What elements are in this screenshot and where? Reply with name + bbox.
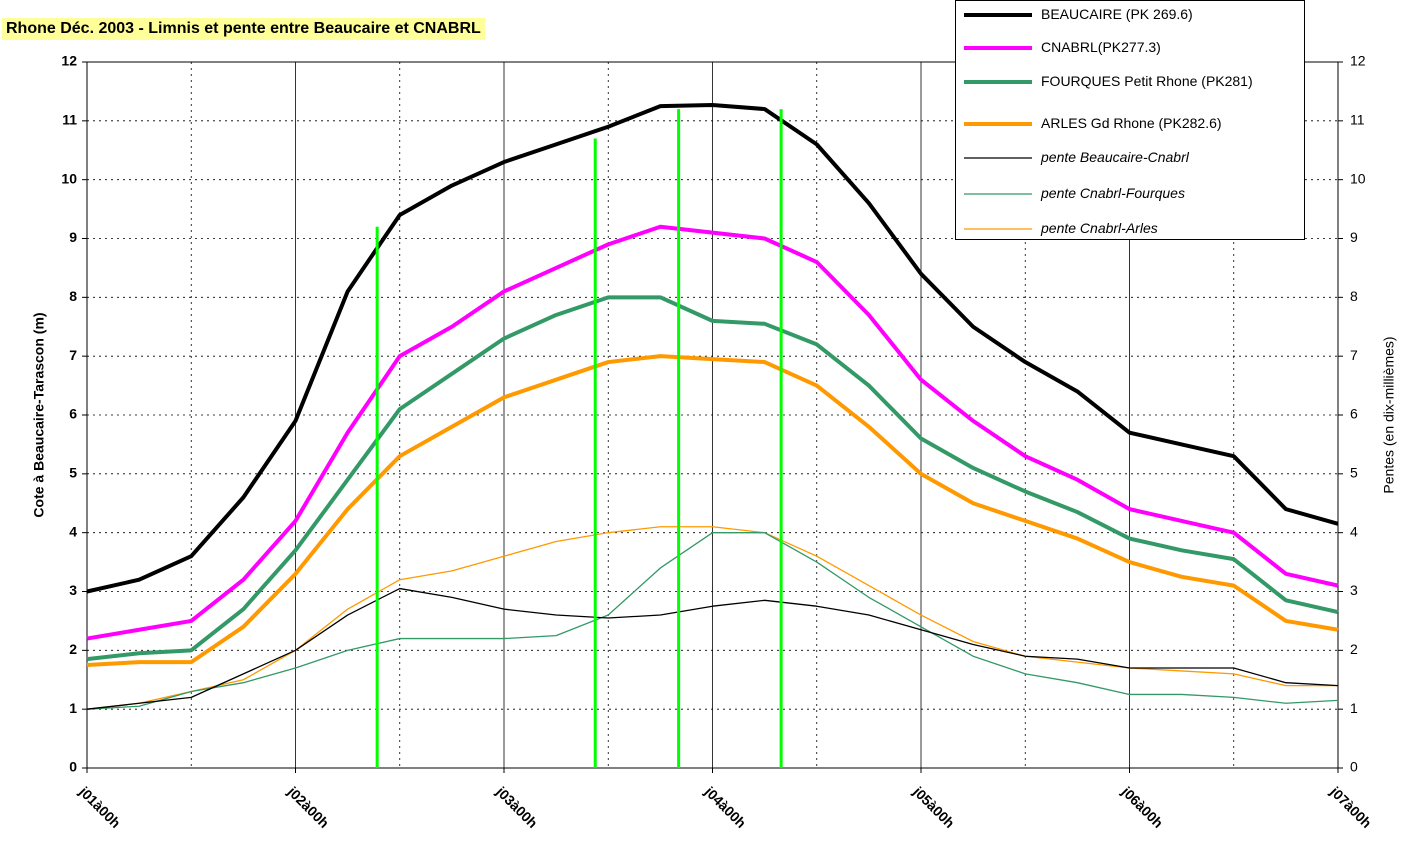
legend-swatch bbox=[964, 122, 1032, 126]
x-tick-label: j07à00h bbox=[1327, 783, 1375, 831]
legend-swatch bbox=[964, 228, 1032, 230]
series-line bbox=[86, 532, 1339, 710]
series-line bbox=[86, 354, 1339, 668]
legend-label: pente Cnabrl-Fourques bbox=[1041, 185, 1185, 201]
chart-title: Rhone Déc. 2003 - Limnis et pente entre … bbox=[2, 18, 485, 40]
series-line bbox=[86, 224, 1339, 641]
legend-label: FOURQUES Petit Rhone (PK281) bbox=[1041, 73, 1253, 89]
y2-tick-label: 5 bbox=[1350, 465, 1358, 481]
x-tick-label: j06à00h bbox=[1118, 783, 1166, 831]
y2-tick-label: 2 bbox=[1350, 641, 1358, 657]
legend-label: CNABRL(PK277.3) bbox=[1041, 39, 1161, 55]
y2-tick-label: 7 bbox=[1350, 347, 1358, 363]
legend-swatch bbox=[964, 80, 1032, 84]
y2-tick-label: 11 bbox=[1350, 112, 1365, 128]
y-tick-label: 3 bbox=[69, 582, 77, 598]
series-line bbox=[86, 295, 1339, 662]
y-tick-label: 1 bbox=[69, 700, 77, 716]
x-tick-label: j04à00h bbox=[701, 783, 749, 831]
y2-tick-label: 12 bbox=[1350, 53, 1366, 69]
y2-tick-label: 3 bbox=[1350, 582, 1358, 598]
y-tick-label: 10 bbox=[61, 170, 77, 186]
y-tick-label: 8 bbox=[69, 288, 77, 304]
y2-tick-label: 6 bbox=[1350, 406, 1358, 422]
legend-swatch bbox=[964, 46, 1032, 50]
y2-tick-label: 8 bbox=[1350, 288, 1358, 304]
series-line bbox=[86, 102, 1339, 594]
y-tick-label: 12 bbox=[61, 53, 77, 69]
y-tick-label: 0 bbox=[69, 759, 77, 775]
legend-swatch bbox=[964, 13, 1032, 17]
x-tick-label: j02à00h bbox=[284, 783, 332, 831]
y2-tick-label: 1 bbox=[1350, 700, 1358, 716]
legend-label: pente Cnabrl-Arles bbox=[1041, 220, 1158, 236]
legend-label: pente Beaucaire-Cnabrl bbox=[1041, 149, 1189, 165]
y2-tick-label: 10 bbox=[1350, 170, 1366, 186]
y2-tick-label: 4 bbox=[1350, 523, 1358, 539]
y-tick-label: 6 bbox=[69, 406, 77, 422]
legend-swatch bbox=[964, 193, 1032, 195]
y-tick-label: 2 bbox=[69, 641, 77, 657]
x-tick-label: j05à00h bbox=[910, 783, 958, 831]
y-tick-label: 11 bbox=[62, 112, 77, 128]
y2-tick-label: 0 bbox=[1350, 759, 1358, 775]
legend-label: ARLES Gd Rhone (PK282.6) bbox=[1041, 115, 1222, 131]
y-tick-label: 5 bbox=[69, 465, 77, 481]
legend-label: BEAUCAIRE (PK 269.6) bbox=[1041, 6, 1193, 22]
y2-axis-label: Pentes (en dix-millièmes) bbox=[1381, 336, 1397, 493]
legend-swatch bbox=[964, 157, 1032, 159]
y2-tick-label: 9 bbox=[1350, 229, 1358, 245]
x-tick-label: j01à00h bbox=[76, 783, 124, 831]
y-tick-label: 7 bbox=[69, 347, 77, 363]
y-axis-label: Cote à Beaucaire-Tarascon (m) bbox=[31, 312, 47, 517]
x-tick-label: j03à00h bbox=[493, 783, 541, 831]
plot-frame bbox=[86, 61, 1339, 769]
series-line bbox=[86, 587, 1339, 710]
y-tick-label: 4 bbox=[69, 523, 77, 539]
y-tick-label: 9 bbox=[69, 229, 77, 245]
legend: BEAUCAIRE (PK 269.6) CNABRL(PK277.3) FOURQ… bbox=[955, 0, 1305, 240]
